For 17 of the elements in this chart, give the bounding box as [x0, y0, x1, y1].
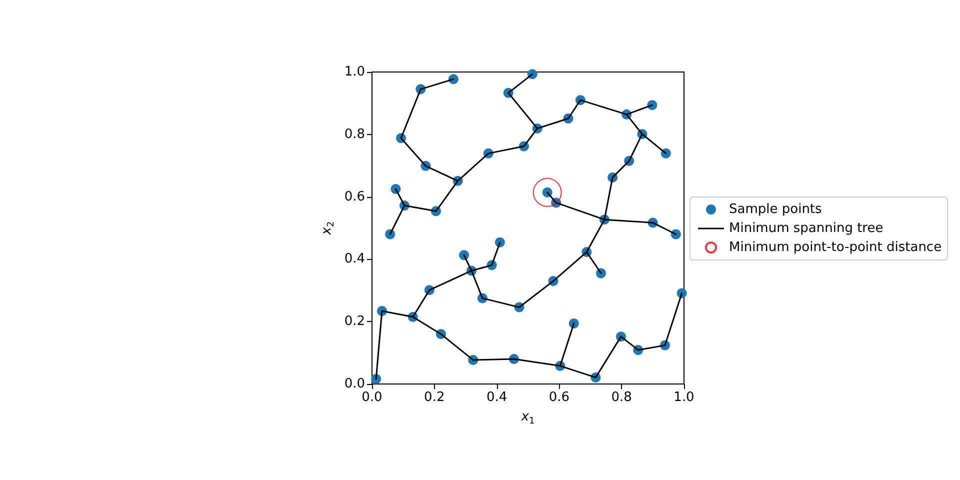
x-tick-label: 0.2 [424, 390, 445, 405]
y-tick-label: 0.6 [344, 189, 365, 204]
x-tick-label: 0.6 [548, 390, 570, 405]
legend-label: Minimum point-to-point distance [729, 240, 942, 255]
y-axis-title: x2 [320, 221, 336, 236]
x-tick-label: 0.4 [486, 390, 508, 405]
y-tick-label: 0.8 [344, 126, 365, 142]
y-tick-label: 0.4 [344, 252, 365, 267]
point [532, 178, 562, 207]
y-tick-label: 1.0 [344, 64, 365, 80]
y-tick-label: 0.2 [344, 314, 365, 330]
legend-label: Minimum spanning tree [729, 221, 884, 236]
legend-label: Sample points [729, 202, 822, 217]
y-tick-label: 0.0 [344, 376, 365, 392]
x-tick-label: 0.8 [611, 390, 632, 405]
x-tick-label: 0.0 [362, 390, 382, 405]
x-tick-label: 1.0 [674, 390, 694, 405]
